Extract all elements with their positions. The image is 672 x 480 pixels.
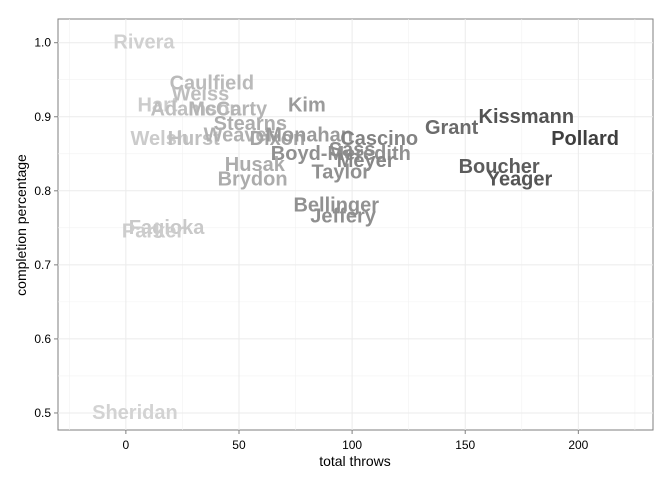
y-axis-title: completion percentage [13,154,29,296]
point-label: Sheridan [92,402,178,424]
point-label: Welsh [131,128,190,150]
grid-major [58,19,653,430]
point-label: Parker [122,221,184,243]
point-label: Husak [225,154,286,176]
grid-minor [58,19,653,430]
x-tick-label: 0 [123,438,130,452]
point-label: Brydon [218,169,288,191]
point-label: Jeffery [310,206,376,228]
point-label: Kim [288,95,326,117]
y-tick-label: 0.8 [34,184,51,198]
point-label: Rivera [113,32,175,54]
point-label: Boyd-Meredith [271,143,411,165]
point-label: Fagioka [129,217,205,239]
point-label: Hurst [168,128,221,150]
data-labels: RiveraSheridanCaulfieldWeissHartAdamsonM… [92,32,619,424]
y-tick-label: 1.0 [34,36,51,50]
point-label: Weaver [204,124,275,146]
point-label: Adamson [150,98,241,120]
x-tick-label: 150 [455,438,475,452]
point-label: McCarty [188,98,268,120]
point-label: Taylor [312,161,371,183]
plot-panel [57,18,654,431]
point-label: Meyer [337,150,395,172]
x-axis: 0 50 100 150 200 [123,430,589,452]
point-label: Sass [329,139,376,161]
x-axis-title: total throws [319,453,391,469]
x-tick-label: 50 [232,438,246,452]
point-label: Dixon [250,128,306,150]
y-tick-label: 0.6 [34,332,51,346]
point-label: Caulfield [170,72,254,94]
x-tick-label: 200 [568,438,588,452]
x-tick-label: 100 [342,438,362,452]
point-label: Monahan [265,124,353,146]
point-label: Stearns [214,113,287,135]
y-tick-label: 0.9 [34,110,51,124]
point-label: Kissmann [479,106,575,128]
point-label: Yeager [487,169,553,191]
y-tick-label: 0.5 [34,406,51,420]
point-label: Hart [138,95,178,117]
y-axis: 0.5 0.6 0.7 0.8 0.9 1.0 [34,36,58,420]
point-label: Weiss [172,84,229,106]
point-label: Boucher [459,156,540,178]
y-tick-label: 0.7 [34,258,51,272]
point-label: Grant [425,117,479,139]
point-label: Pollard [551,128,619,150]
point-label: Cascino [340,128,418,150]
point-label: Bellinger [293,195,379,217]
